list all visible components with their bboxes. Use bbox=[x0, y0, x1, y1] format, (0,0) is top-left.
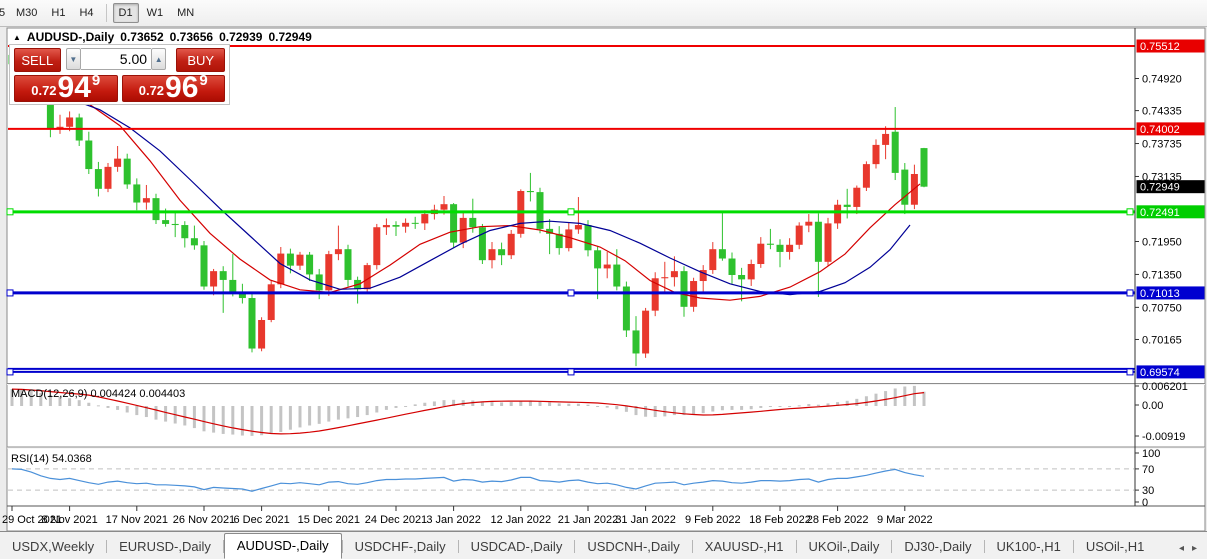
timeframe-toolbar: 5 M30 H1 H4 D1 W1 MN bbox=[0, 0, 1207, 27]
tab-separator bbox=[574, 540, 576, 553]
ohlc-close: 0.72949 bbox=[268, 30, 312, 44]
timeframe-mn[interactable]: MN bbox=[171, 3, 200, 23]
svg-text:29 Oct 2021: 29 Oct 2021 bbox=[2, 514, 62, 526]
volume-decrease-button[interactable]: ▼ bbox=[65, 48, 82, 70]
svg-text:0.71950: 0.71950 bbox=[1142, 237, 1182, 249]
svg-text:0.74920: 0.74920 bbox=[1142, 73, 1182, 85]
ask-price-pip: 9 bbox=[199, 72, 208, 89]
one-click-trading-panel: SELL ▼ ▲ BUY 0.72 94 9 0.72 96 9 bbox=[9, 44, 230, 105]
svg-text:0.71350: 0.71350 bbox=[1142, 269, 1182, 281]
svg-text:100: 100 bbox=[1142, 448, 1160, 460]
chart-title: ▲ AUDUSD-,Daily 0.73652 0.73656 0.72939 … bbox=[13, 30, 312, 44]
timeframe-h4[interactable]: H4 bbox=[73, 3, 99, 23]
tab-usoil-h1[interactable]: USOil-,H1 bbox=[1085, 539, 1145, 554]
tab-separator bbox=[795, 540, 797, 553]
svg-text:0.70165: 0.70165 bbox=[1142, 334, 1182, 346]
svg-text:17 Nov 2021: 17 Nov 2021 bbox=[106, 514, 168, 526]
svg-text:0.69574: 0.69574 bbox=[1140, 367, 1180, 379]
collapse-panel-arrow-icon[interactable]: ▲ bbox=[13, 32, 21, 42]
tab-audusd-daily[interactable]: AUDUSD-,Daily bbox=[223, 533, 342, 559]
tab-scroll-left-icon[interactable]: ◂ bbox=[1178, 543, 1184, 554]
timeframe-w1[interactable]: W1 bbox=[141, 3, 170, 23]
tab-separator bbox=[983, 540, 985, 553]
ask-price-main: 96 bbox=[165, 71, 199, 104]
svg-text:26 Nov 2021: 26 Nov 2021 bbox=[173, 514, 235, 526]
tab-usdcnh-daily[interactable]: USDCNH-,Daily bbox=[587, 539, 680, 554]
svg-text:0.74335: 0.74335 bbox=[1142, 106, 1182, 118]
tab-dj30-daily[interactable]: DJ30-,Daily bbox=[904, 539, 972, 554]
svg-text:31 Jan 2022: 31 Jan 2022 bbox=[615, 514, 676, 526]
svg-text:70: 70 bbox=[1142, 464, 1154, 476]
toolbar-separator bbox=[105, 4, 107, 22]
timeframe-h1[interactable]: H1 bbox=[45, 3, 71, 23]
svg-text:6 Dec 2021: 6 Dec 2021 bbox=[233, 514, 289, 526]
timeframe-m5[interactable]: 5 bbox=[0, 3, 8, 23]
tab-separator bbox=[341, 540, 343, 553]
svg-text:0.72491: 0.72491 bbox=[1140, 207, 1180, 219]
svg-text:0.72949: 0.72949 bbox=[1140, 182, 1180, 194]
svg-text:15 Dec 2021: 15 Dec 2021 bbox=[298, 514, 360, 526]
svg-text:12 Jan 2022: 12 Jan 2022 bbox=[491, 514, 552, 526]
timeframe-m30[interactable]: M30 bbox=[10, 3, 43, 23]
tab-scroll-right-icon[interactable]: ▸ bbox=[1191, 543, 1197, 554]
svg-text:3 Jan 2022: 3 Jan 2022 bbox=[426, 514, 480, 526]
svg-text:9 Mar 2022: 9 Mar 2022 bbox=[877, 514, 933, 526]
svg-text:0: 0 bbox=[1142, 497, 1148, 509]
svg-text:0.70750: 0.70750 bbox=[1142, 302, 1182, 314]
svg-text:18 Feb 2022: 18 Feb 2022 bbox=[749, 514, 811, 526]
tab-ukoil-daily[interactable]: UKOil-,Daily bbox=[808, 539, 880, 554]
tab-separator bbox=[691, 540, 693, 553]
svg-text:0.71013: 0.71013 bbox=[1140, 288, 1180, 300]
svg-text:28 Feb 2022: 28 Feb 2022 bbox=[807, 514, 869, 526]
bid-price-pip: 9 bbox=[91, 72, 101, 89]
svg-text:24 Dec 2021: 24 Dec 2021 bbox=[365, 514, 427, 526]
ask-price-prefix: 0.72 bbox=[138, 83, 165, 98]
tab-usdcad-daily[interactable]: USDCAD-,Daily bbox=[470, 539, 563, 554]
tab-scroll-arrows: ◂ ▸ bbox=[1179, 543, 1197, 554]
tab-separator bbox=[222, 540, 224, 553]
tab-uk100-h1[interactable]: UK100-,H1 bbox=[996, 539, 1061, 554]
tab-separator bbox=[457, 540, 459, 553]
tab-usdx-weekly[interactable]: USDX,Weekly bbox=[12, 539, 95, 554]
svg-text:0.75512: 0.75512 bbox=[1140, 41, 1180, 53]
svg-text:0.73735: 0.73735 bbox=[1142, 139, 1182, 151]
tab-separator bbox=[106, 540, 108, 553]
tab-xauusd-h1[interactable]: XAUUSD-,H1 bbox=[704, 539, 784, 554]
bid-price-main: 94 bbox=[57, 71, 91, 104]
svg-text:0.74002: 0.74002 bbox=[1140, 124, 1180, 136]
chart-tab-bar: USDX,Weekly EURUSD-,Daily AUDUSD-,Daily USD… bbox=[0, 531, 1207, 559]
svg-text:0.00: 0.00 bbox=[1142, 400, 1163, 412]
svg-text:21 Jan 2022: 21 Jan 2022 bbox=[558, 514, 619, 526]
ohlc-low: 0.72939 bbox=[219, 30, 263, 44]
volume-input[interactable] bbox=[81, 48, 152, 70]
bid-price-prefix: 0.72 bbox=[31, 83, 57, 98]
tab-eurusd-daily[interactable]: EURUSD-,Daily bbox=[119, 539, 211, 554]
bid-price-display[interactable]: 0.72 94 9 bbox=[14, 71, 118, 104]
ohlc-high: 0.73656 bbox=[169, 30, 214, 44]
svg-text:-0.00919: -0.00919 bbox=[1142, 431, 1185, 443]
svg-text:8 Nov 2021: 8 Nov 2021 bbox=[41, 514, 97, 526]
svg-text:RSI(14) 54.0368: RSI(14) 54.0368 bbox=[11, 453, 92, 465]
chart-symbol-label: AUDUSD-,Daily bbox=[26, 30, 115, 44]
volume-increase-button[interactable]: ▲ bbox=[151, 48, 167, 70]
timeframe-d1[interactable]: D1 bbox=[112, 3, 139, 23]
buy-button[interactable]: BUY bbox=[176, 48, 225, 72]
svg-text:30: 30 bbox=[1142, 485, 1154, 497]
tab-usdchf-daily[interactable]: USDCHF-,Daily bbox=[354, 539, 446, 554]
ask-price-display[interactable]: 0.72 96 9 bbox=[121, 71, 225, 104]
tab-separator bbox=[1072, 540, 1074, 553]
svg-text:0.006201: 0.006201 bbox=[1142, 381, 1188, 393]
svg-text:MACD(12,26,9) 0.004424 0.00440: MACD(12,26,9) 0.004424 0.004403 bbox=[11, 388, 185, 400]
ohlc-open: 0.73652 bbox=[120, 30, 164, 44]
svg-text:9 Feb 2022: 9 Feb 2022 bbox=[685, 514, 741, 526]
sell-button[interactable]: SELL bbox=[14, 48, 61, 72]
tab-separator bbox=[891, 540, 893, 553]
